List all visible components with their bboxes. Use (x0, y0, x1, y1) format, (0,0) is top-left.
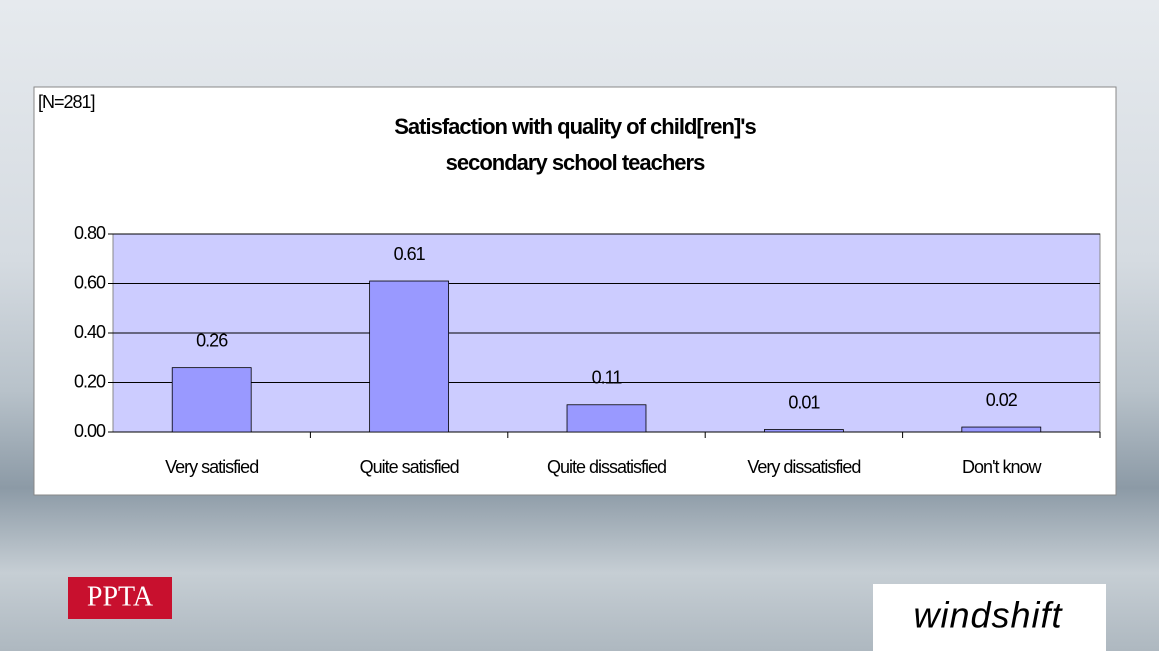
x-tick-label: Very satisfied (165, 457, 258, 477)
value-label: 0.26 (196, 330, 228, 350)
chart-subtitle: secondary school teachers (446, 150, 705, 175)
bar (566, 404, 647, 433)
bar (961, 426, 1042, 433)
note: [N=281] (38, 92, 95, 112)
bar (764, 429, 844, 433)
x-tick-label: Quite satisfied (360, 457, 459, 477)
logo-right: windshift (913, 595, 1063, 636)
chart-title: Satisfaction with quality of child[ren]'… (394, 114, 756, 139)
y-tick-label: 0.00 (74, 421, 106, 441)
y-tick-label: 0.40 (74, 322, 106, 342)
value-label: 0.02 (986, 390, 1018, 410)
value-label: 0.11 (592, 368, 623, 388)
x-tick-label: Very dissatisfied (747, 457, 860, 477)
y-tick-label: 0.60 (74, 272, 106, 292)
logo-left-bg (68, 577, 172, 619)
value-label: 0.01 (788, 392, 820, 412)
y-tick-label: 0.20 (74, 371, 106, 391)
y-tick-label: 0.80 (74, 223, 106, 243)
value-label: 0.61 (394, 244, 426, 264)
logo-right-bg (873, 584, 1106, 651)
bar (369, 280, 449, 433)
x-tick-label: Don't know (962, 457, 1042, 477)
logo-left: PPTA (87, 581, 154, 612)
bar (171, 367, 252, 433)
x-tick-label: Quite dissatisfied (547, 457, 666, 477)
